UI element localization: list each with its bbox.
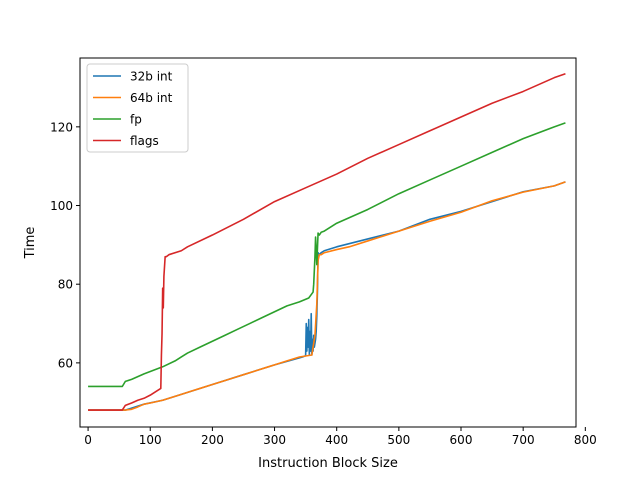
- x-tick-label: 100: [139, 433, 162, 447]
- legend-label: fp: [130, 113, 142, 127]
- legend-label: flags: [130, 134, 159, 148]
- x-tick-label: 600: [450, 433, 473, 447]
- x-tick-label: 0: [84, 433, 92, 447]
- x-tick-label: 500: [387, 433, 410, 447]
- x-axis-label: Instruction Block Size: [258, 456, 398, 471]
- y-tick-label: 120: [50, 120, 73, 134]
- series-line-flags: [88, 72, 566, 411]
- plot-lines: [88, 72, 566, 411]
- y-tick-label: 80: [58, 278, 73, 292]
- plot-frame: [79, 57, 577, 428]
- series-line-64b-int: [88, 181, 566, 411]
- x-tick-label: 400: [325, 433, 348, 447]
- x-tick-label: 200: [201, 433, 224, 447]
- x-tick-label: 300: [263, 433, 286, 447]
- y-tick-label: 60: [58, 356, 73, 370]
- x-tick-label: 700: [512, 433, 535, 447]
- legend-label: 64b int: [130, 91, 173, 105]
- y-tick-label: 100: [50, 199, 73, 213]
- legend-box: [86, 63, 189, 153]
- x-axis-ticks: 0 100 200 300 400 500 600 700 800: [84, 427, 597, 447]
- legend: 32b int 64b int fp flags: [86, 63, 189, 153]
- x-tick-label: 800: [574, 433, 597, 447]
- series-line-fp: [88, 122, 566, 388]
- legend-label: 32b int: [130, 70, 173, 84]
- y-axis-label: Time: [23, 227, 38, 260]
- y-axis-ticks: 60 80 100 120: [50, 120, 80, 370]
